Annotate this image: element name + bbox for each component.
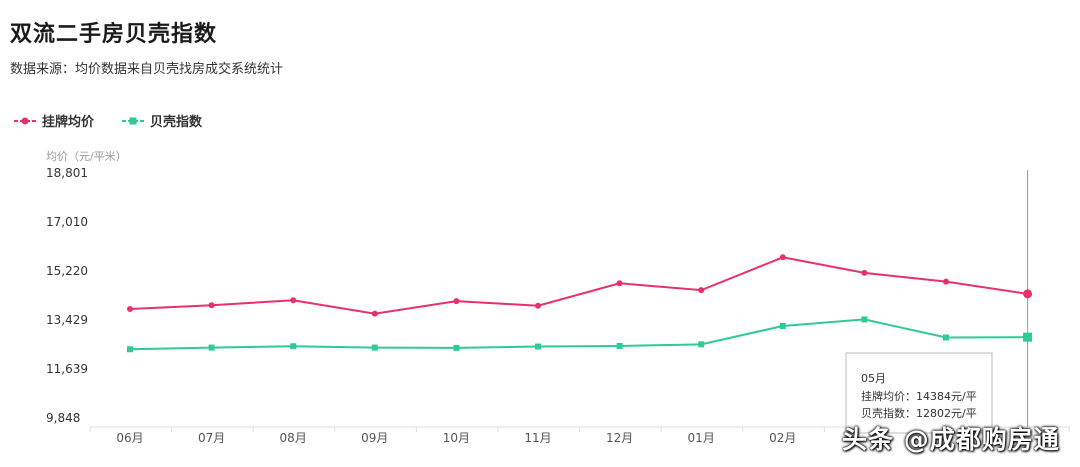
series-1-point	[1023, 332, 1033, 342]
series-0-point	[208, 302, 215, 309]
series-0-point	[943, 278, 949, 285]
y-tick-label: 13,429	[46, 313, 88, 327]
x-tick-label: 12月	[606, 431, 633, 445]
series-1-point	[698, 341, 705, 348]
series-0-point	[1023, 289, 1033, 299]
chart-subtitle: 数据来源：均价数据来自贝壳找房成交系统统计	[10, 62, 284, 77]
series-0-point	[779, 254, 786, 261]
y-tick-label: 9,848	[46, 411, 80, 425]
series-1-point	[453, 344, 460, 351]
tooltip-line: 挂牌均价：14384元/平	[861, 389, 977, 403]
legend-item-beike-index[interactable]: 贝壳指数	[122, 111, 202, 130]
series-0-point	[698, 287, 705, 294]
x-tick-label: 08月	[280, 431, 307, 445]
series-1-point	[861, 316, 868, 323]
series-1-point	[616, 342, 623, 349]
tooltip-box	[845, 352, 993, 434]
legend-label-beike-index: 贝壳指数	[150, 115, 203, 130]
x-tick-label: 01月	[688, 431, 715, 445]
series-1-point	[779, 322, 786, 329]
y-tick-label: 15,220	[46, 264, 88, 278]
series-line-1	[129, 318, 1028, 351]
series-0-point	[371, 310, 378, 317]
series-1-point	[127, 346, 133, 353]
x-tick-label: 07月	[198, 431, 225, 445]
series-0-point	[453, 298, 460, 305]
legend-label-listing-price: 挂牌均价	[42, 115, 95, 130]
x-tick-label: 02月	[769, 431, 796, 445]
legend-line-square-icon	[122, 117, 145, 124]
series-0-point	[290, 297, 297, 304]
series-0-point	[535, 302, 541, 309]
series-0-point	[861, 269, 868, 276]
watermark: 头条 @成都购房通	[842, 425, 1060, 454]
x-tick-label: 11月	[524, 431, 551, 445]
tooltip-line: 贝壳指数：12802元/平	[861, 406, 977, 420]
x-tick-label: 06月	[116, 431, 143, 445]
series-1-point	[371, 344, 378, 351]
x-tick-label: 10月	[443, 431, 470, 445]
chart-title: 双流二手房贝壳指数	[10, 22, 218, 47]
tooltip-category: 05月	[861, 372, 886, 385]
y-tick-label: 17,010	[46, 215, 88, 229]
series-1-point	[943, 334, 949, 341]
legend-line-circle-icon	[14, 117, 36, 124]
series-0-point	[127, 306, 133, 313]
series-1-point	[535, 343, 541, 350]
series-0-point	[616, 280, 623, 287]
y-tick-label: 11,639	[46, 362, 88, 376]
chart-legend: 挂牌均价 贝壳指数	[14, 111, 202, 130]
legend-item-listing-price[interactable]: 挂牌均价	[14, 111, 94, 130]
series-1-point	[290, 343, 297, 350]
y-axis-title: 均价（元/平米）	[46, 150, 127, 163]
series-1-point	[208, 344, 215, 351]
x-tick-label: 09月	[361, 431, 388, 445]
series-line-0	[129, 256, 1028, 315]
y-tick-label: 18,801	[46, 166, 88, 180]
